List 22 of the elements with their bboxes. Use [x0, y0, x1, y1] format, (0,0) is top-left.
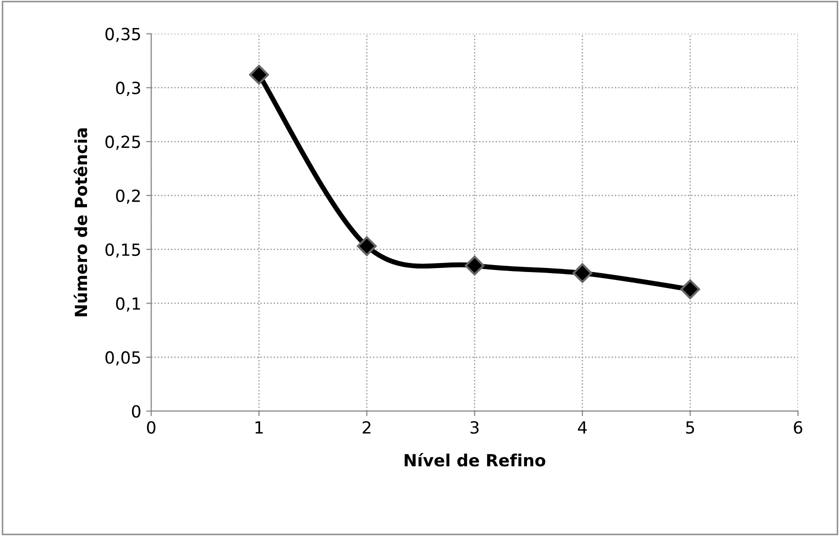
- y-tick-label: 0,1: [116, 297, 140, 312]
- y-tick-label: 0,2: [116, 189, 140, 204]
- point: [356, 236, 377, 256]
- y-tick-label: 0,35: [105, 28, 140, 42]
- y-tick-label: 0,15: [105, 243, 140, 258]
- point: [464, 256, 484, 276]
- y-tick-label: 0,3: [116, 82, 140, 96]
- y-tick-label: 0: [132, 405, 140, 418]
- y-axis-title: Número de Potência: [74, 128, 88, 316]
- x-tick-label: 2: [362, 421, 370, 434]
- x-tick-label: 4: [578, 421, 587, 434]
- point: [249, 64, 269, 85]
- point: [680, 279, 700, 300]
- x-tick-label: 0: [146, 421, 156, 434]
- y-tick-label: 0,25: [105, 136, 140, 150]
- point: [572, 263, 592, 283]
- x-tick-label: 3: [470, 421, 479, 434]
- x-tick-label: 6: [794, 421, 802, 434]
- x-tick-label: 5: [686, 421, 694, 434]
- y-tick-label: 0,05: [105, 351, 140, 366]
- x-tick-label: 1: [256, 421, 263, 434]
- x-axis-title: Nível de Refino: [404, 452, 546, 467]
